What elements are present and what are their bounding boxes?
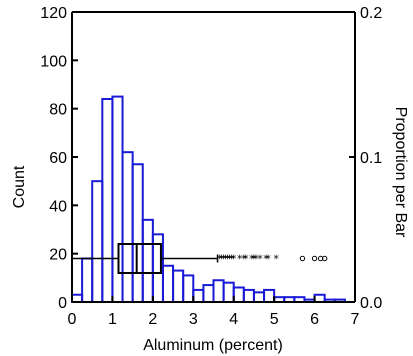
y2-axis-label: Proportion per Bar bbox=[392, 107, 409, 238]
outlier-circle-marker bbox=[299, 255, 306, 262]
outlier-circle-marker bbox=[321, 255, 328, 262]
outlier-star-marker: * bbox=[223, 253, 229, 266]
y2-tick-label: 0.0 bbox=[360, 295, 382, 312]
x-tick-label: 2 bbox=[148, 311, 157, 328]
histogram-bar bbox=[172, 269, 185, 304]
x-tick-label: 0 bbox=[68, 311, 77, 328]
outlier-star-marker: * bbox=[229, 253, 235, 266]
boxplot-layer: ******** *** **** ** * bbox=[72, 243, 328, 274]
y-tick-label: 80 bbox=[49, 102, 67, 119]
outlier-star-marker: * bbox=[243, 253, 249, 266]
outlier-star-marker: * bbox=[231, 253, 237, 266]
histogram-bar bbox=[182, 274, 195, 303]
histogram-bar bbox=[232, 286, 245, 303]
x-tick-label: 3 bbox=[189, 311, 198, 328]
histogram-bar bbox=[242, 288, 255, 303]
outlier-star-marker: * bbox=[225, 253, 231, 266]
outlier-star-marker: * bbox=[241, 253, 247, 266]
histogram-bar bbox=[81, 257, 94, 303]
y2-tick-label: 0.1 bbox=[360, 150, 382, 167]
outlier-star-marker: * bbox=[251, 253, 257, 266]
y-tick-label: 60 bbox=[49, 150, 67, 167]
x-tick-label: 5 bbox=[270, 311, 279, 328]
y-tick-label: 40 bbox=[49, 198, 67, 215]
x-tick-label: 4 bbox=[229, 311, 238, 328]
histogram-bar bbox=[101, 98, 114, 303]
outlier-star-marker: * bbox=[217, 253, 223, 266]
outlier-star-marker: * bbox=[273, 253, 279, 266]
histogram-bar bbox=[252, 291, 266, 304]
outlier-star-marker: * bbox=[221, 253, 227, 266]
outlier-star-marker: * bbox=[263, 253, 269, 266]
histogram-bar bbox=[91, 180, 104, 304]
histogram-bar bbox=[111, 95, 124, 304]
y-tick-label: 120 bbox=[40, 5, 67, 22]
y-tick-label: 100 bbox=[40, 53, 67, 70]
bars-layer bbox=[71, 95, 346, 304]
outlier-star-marker: * bbox=[219, 253, 225, 266]
y-tick-label: 20 bbox=[49, 247, 67, 264]
x-axis-label: Aluminum (percent) bbox=[143, 337, 283, 354]
histogram-bar bbox=[202, 284, 215, 304]
y-axis-label: Count bbox=[11, 165, 28, 208]
histogram-bar bbox=[222, 281, 235, 303]
outlier-star-marker: * bbox=[249, 253, 255, 266]
outlier-star-marker: * bbox=[237, 253, 243, 266]
outlier-star-marker: * bbox=[265, 253, 271, 266]
x-tick-label: 7 bbox=[351, 311, 360, 328]
histogram-bar bbox=[141, 218, 154, 303]
axes-layer: 0 1 2 3 4 5 6 7 0 20 40 60 80 100 120 0.0 0.1 0.2 bbox=[40, 5, 382, 328]
histogram-bar bbox=[313, 293, 326, 303]
histogram-bar bbox=[161, 264, 175, 303]
outlier-circle-marker bbox=[311, 255, 318, 262]
boxplot-box bbox=[117, 243, 162, 274]
y2-tick-label: 0.2 bbox=[360, 5, 382, 22]
y-tick-label: 0 bbox=[58, 295, 67, 312]
outlier-star-marker: * bbox=[257, 253, 263, 266]
histogram-bar bbox=[71, 293, 84, 303]
outlier-star-marker: * bbox=[227, 253, 233, 266]
histogram-bar bbox=[263, 288, 276, 303]
x-tick-label: 1 bbox=[108, 311, 117, 328]
outlier-star-marker: * bbox=[253, 253, 259, 266]
histogram-bar bbox=[131, 163, 144, 303]
histogram-bar bbox=[121, 151, 134, 303]
histogram-bar bbox=[192, 288, 205, 303]
histogram-bar bbox=[212, 279, 225, 303]
x-tick-label: 6 bbox=[310, 311, 319, 328]
